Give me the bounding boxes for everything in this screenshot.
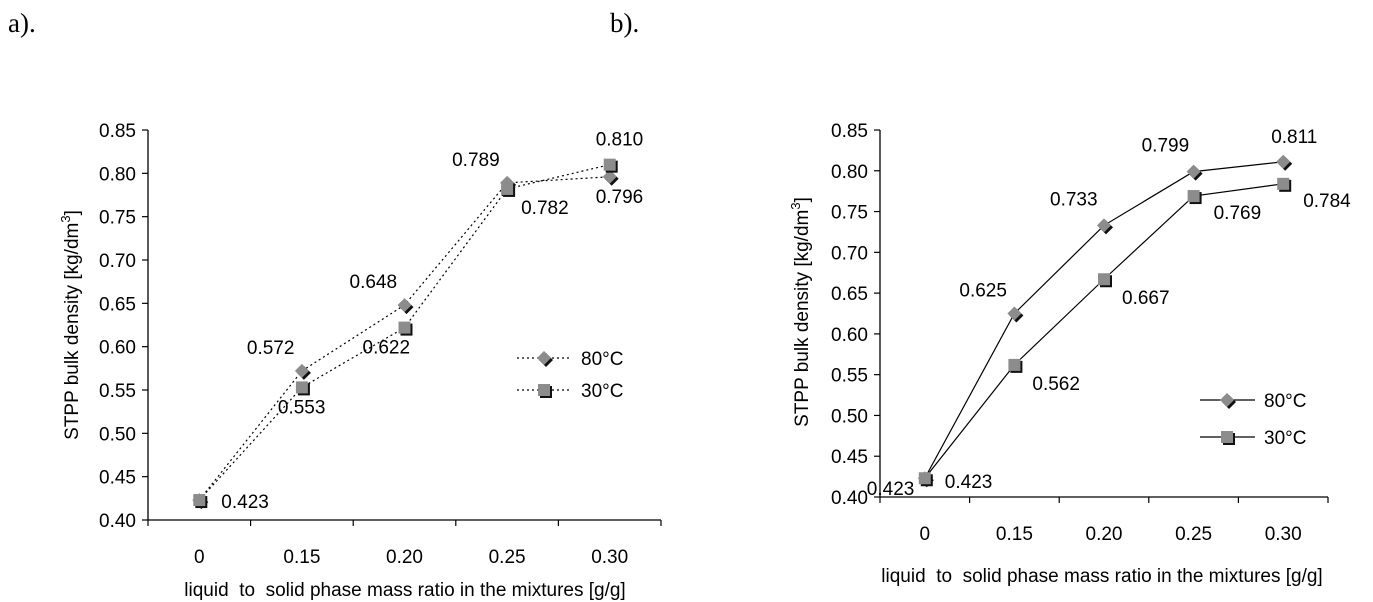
chart-a-x-axis-label: liquid to solid phase mass ratio in the … xyxy=(184,580,625,601)
chart-b-series-80c-point xyxy=(1186,164,1201,179)
chart-a-y-tick-label: 0.75 xyxy=(99,208,136,229)
chart-b-y-tick-label: 0.40 xyxy=(831,488,868,509)
chart-b-y-tick-label: 0.55 xyxy=(831,366,868,387)
chart-a-y-tick-label: 0.45 xyxy=(99,468,136,489)
chart-b-legend-series-30c-marker xyxy=(1221,431,1233,443)
chart-a-series-30c-point xyxy=(398,321,411,334)
chart-b-y-tick-label: 0.85 xyxy=(831,121,868,142)
chart-b-y-tick-label: 0.65 xyxy=(831,284,868,305)
chart-a-x-tick-label: 0.15 xyxy=(283,547,320,568)
chart-b-x-tick-label: 0.15 xyxy=(996,524,1033,545)
chart-b-series-30c-data-label: 0.423 xyxy=(945,472,993,493)
chart-b-series-30c-point xyxy=(1098,273,1110,286)
chart-a-y-tick-label: 0.65 xyxy=(99,294,136,315)
chart-b-series-30c-data-label: 0.562 xyxy=(1032,374,1080,395)
chart-a-y-tick-label: 0.55 xyxy=(99,381,136,402)
chart-a-series-80c-point xyxy=(602,169,617,184)
panel-a-label: a). xyxy=(8,8,36,38)
chart-a-y-tick-label: 0.40 xyxy=(99,511,136,532)
chart-a-y-tick-label: 0.60 xyxy=(99,338,136,359)
chart-a-x-tick-label: 0.20 xyxy=(386,547,423,568)
chart-a-x-tick-label: 0.30 xyxy=(591,547,628,568)
chart-a-series-30c-data-label: 0.810 xyxy=(596,130,644,151)
chart-b-series-80c-point xyxy=(1007,306,1022,321)
chart-b-series-80c-data-label: 0.799 xyxy=(1142,136,1190,157)
chart-a-series-30c-point xyxy=(193,494,206,507)
chart-b-y-tick-label: 0.75 xyxy=(831,203,868,224)
chart-b-series-30c-point xyxy=(1187,190,1200,203)
chart-b-series-80c-point xyxy=(1097,218,1111,233)
chart-a-y-tick-label: 0.85 xyxy=(99,121,136,142)
chart-b-x-tick-label: 0.30 xyxy=(1265,524,1302,545)
chart-b-y-tick-label: 0.80 xyxy=(831,162,868,183)
chart-a-x-tick-label: 0 xyxy=(194,547,205,568)
chart-b-legend-series-80c-label: 80°C xyxy=(1264,391,1306,412)
chart-a-y-tick-label: 0.80 xyxy=(99,164,136,185)
chart-a-y-axis-label: STPP bulk density [kg/dm3] xyxy=(58,210,83,440)
chart-b-series-30c-point xyxy=(918,472,931,485)
chart-b-series-30c-data-label: 0.667 xyxy=(1122,288,1170,309)
chart-a-series-30c-point xyxy=(295,381,308,394)
chart-b-legend-series-80c-marker xyxy=(1220,393,1234,407)
chart-b-series-80c-data-label: 0.423 xyxy=(867,479,915,500)
chart-b-series-30c-data-label: 0.769 xyxy=(1214,203,1262,224)
chart-b-x-tick-label: 0 xyxy=(920,524,931,545)
chart-a-series-80c-data-label: 0.796 xyxy=(596,187,644,208)
chart-a-series-30c-data-label: 0.553 xyxy=(278,397,326,418)
chart-b-series-30c-point xyxy=(1277,177,1290,190)
chart-a-legend-series-80c-label: 80°C xyxy=(581,349,623,370)
chart-a-series-80c-data-label: 0.789 xyxy=(452,150,500,171)
chart-b-series-80c-data-label: 0.733 xyxy=(1050,189,1098,210)
chart-b-series-80c-data-label: 0.625 xyxy=(959,281,1007,302)
chart-b-x-tick-label: 0.25 xyxy=(1175,524,1212,545)
chart-a-x-tick-label: 0.25 xyxy=(489,547,526,568)
chart-a-y-tick-label: 0.70 xyxy=(99,251,136,272)
chart-b-y-axis-label: STPP bulk density [kg/dm3] xyxy=(788,197,813,427)
chart-a-series-30c-data-label: 0.622 xyxy=(363,338,411,359)
chart-a-legend-series-30c-label: 30°C xyxy=(581,381,623,402)
chart-a-series-30c-data-label: 0.423 xyxy=(221,492,269,513)
chart-a-series-30c-data-label: 0.782 xyxy=(521,198,569,219)
chart-a-series-80c-point xyxy=(294,363,309,378)
chart-b-x-axis-label: liquid to solid phase mass ratio in the … xyxy=(881,566,1322,587)
panel-b-label: b). xyxy=(610,8,640,38)
chart-b-y-tick-label: 0.50 xyxy=(831,406,868,427)
chart-a-series-30c-point xyxy=(501,182,514,195)
chart-a-series-80c-data-label: 0.572 xyxy=(247,338,295,359)
chart-b-y-tick-label: 0.70 xyxy=(831,243,868,264)
chart-a-y-tick-label: 0.50 xyxy=(99,424,136,445)
chart-a-legend-series-30c-marker xyxy=(538,384,550,396)
chart-b-legend-series-30c-label: 30°C xyxy=(1264,428,1306,449)
chart-b-series-30c-data-label: 0.784 xyxy=(1303,191,1351,212)
chart-a-series-30c-point xyxy=(603,158,616,171)
chart-b-y-tick-label: 0.45 xyxy=(831,447,868,468)
chart-b-x-tick-label: 0.20 xyxy=(1086,524,1123,545)
chart-a-legend-series-80c-marker xyxy=(537,351,551,365)
chart-a-series-80c-data-label: 0.648 xyxy=(350,272,398,293)
chart-b-series-80c-data-label: 0.811 xyxy=(1271,127,1317,148)
chart-b-series-30c-point xyxy=(1008,358,1021,371)
chart-a-series-80c-point xyxy=(397,298,412,313)
chart-b-y-tick-label: 0.60 xyxy=(831,325,868,346)
chart-b-series-80c-point xyxy=(1276,154,1291,169)
